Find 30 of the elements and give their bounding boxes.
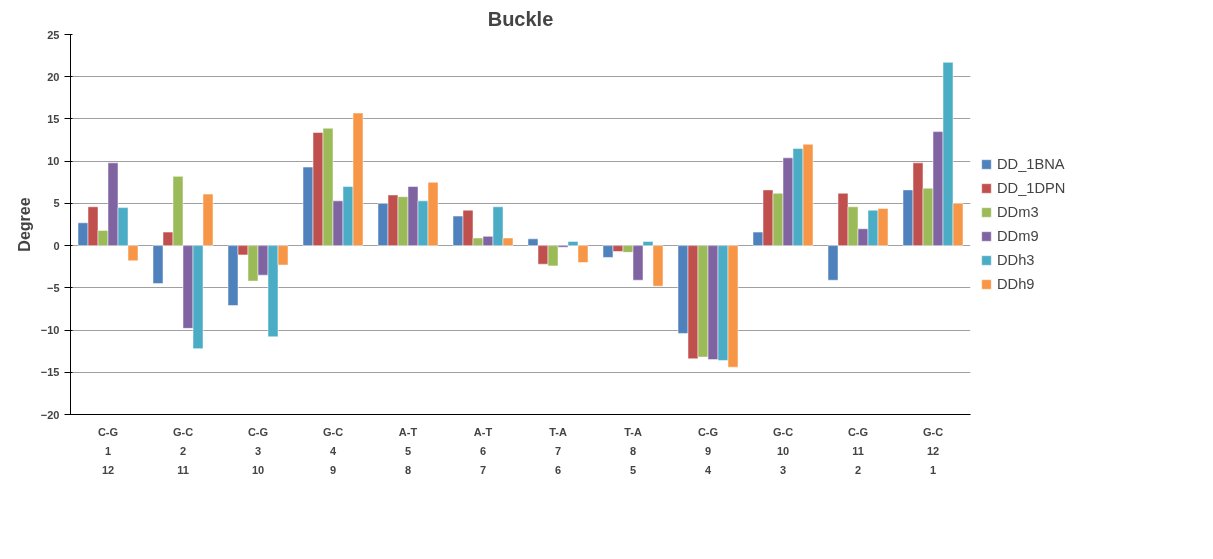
y-tick-label: −15 (40, 366, 60, 379)
legend-label: DD_1DPN (997, 180, 1066, 196)
y-tick-label: −20 (40, 408, 60, 421)
x-tick-label: C-G 9 4 (697, 425, 719, 476)
legend-label: DDh3 (997, 252, 1035, 268)
y-tick-label: −10 (40, 324, 60, 337)
x-tick-label: G-C 2 11 (172, 425, 194, 476)
x-tick-label: C-G 3 10 (247, 425, 269, 476)
legend-label: DDm3 (997, 204, 1039, 220)
x-tick-label: T-A 7 6 (549, 425, 567, 476)
x-tick-label: C-G 11 2 (847, 425, 869, 476)
x-tick-label: A-T 5 8 (398, 425, 418, 476)
x-tick-label: C-G 1 12 (97, 425, 119, 476)
legend-label: DD_1BNA (997, 156, 1065, 172)
y-tick-label: 10 (47, 155, 60, 168)
y-tick-label: 0 (53, 239, 60, 252)
y-tick-label: 25 (47, 28, 60, 41)
x-tick-label: G-C 4 9 (322, 425, 344, 476)
y-tick-label: 15 (47, 112, 60, 125)
x-tick-label: G-C 10 3 (772, 425, 794, 476)
y-tick-label: −5 (46, 281, 60, 294)
x-tick-label: T-A 8 5 (624, 425, 642, 476)
y-axis-title: Degree (15, 197, 33, 252)
x-tick-label: G-C 12 1 (922, 425, 944, 476)
y-tick-label: 5 (53, 197, 60, 210)
y-tick-label: 20 (47, 70, 60, 83)
legend-label: DDh9 (997, 276, 1035, 292)
chart-title: Buckle (487, 7, 554, 30)
legend-label: DDm9 (997, 228, 1039, 244)
x-tick-label: A-T 6 7 (473, 425, 493, 476)
